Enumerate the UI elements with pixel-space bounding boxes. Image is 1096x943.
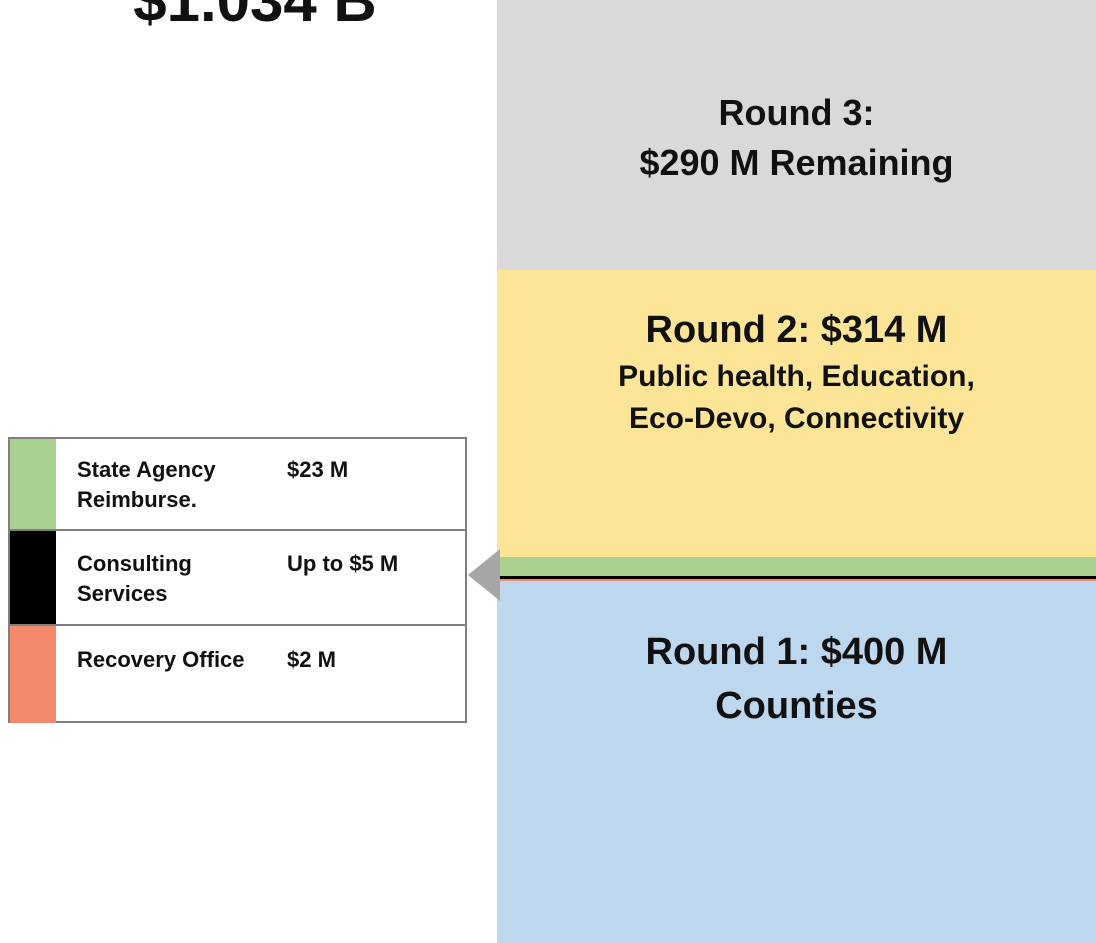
row-color: [10, 530, 56, 625]
item-amount: $2 M: [287, 647, 336, 672]
black-strip: [497, 576, 1096, 579]
round-3-block: Round 3: $290 M Remaining: [497, 0, 1096, 270]
red-strip: [497, 579, 1096, 581]
row-divider: [10, 624, 467, 626]
round-2-block: Round 2: $314 M Public health, Education…: [497, 270, 1096, 557]
item-amount: Up to $5 M: [287, 551, 399, 576]
total-title: $1.034 B: [133, 0, 377, 34]
round-label: Round 3:: [718, 92, 875, 133]
round-label: Round 2: $314 M: [645, 309, 948, 351]
item-amount: $23 M: [287, 457, 349, 482]
round-label: Round 1: $400 M: [645, 631, 948, 673]
pointer-arrow: [468, 549, 500, 601]
round-detail: $290 M Remaining: [639, 142, 954, 183]
row-color: [10, 625, 56, 723]
green-strip: [497, 557, 1096, 576]
item-name: Recovery Office: [77, 647, 245, 672]
round-1-block: Round 1: $400 M Counties: [497, 581, 1096, 943]
round-detail: Public health, Education,: [618, 360, 975, 393]
round-detail: Eco-Devo, Connectivity: [628, 402, 965, 435]
round-detail: Counties: [715, 685, 878, 727]
row-color: [10, 439, 56, 530]
item-name: Consulting Services: [77, 551, 192, 606]
row-divider: [10, 529, 467, 531]
item-name: State Agency Reimburse.: [77, 457, 216, 512]
side-table: State Agency Reimburse. $23 M Consulting…: [8, 437, 467, 723]
